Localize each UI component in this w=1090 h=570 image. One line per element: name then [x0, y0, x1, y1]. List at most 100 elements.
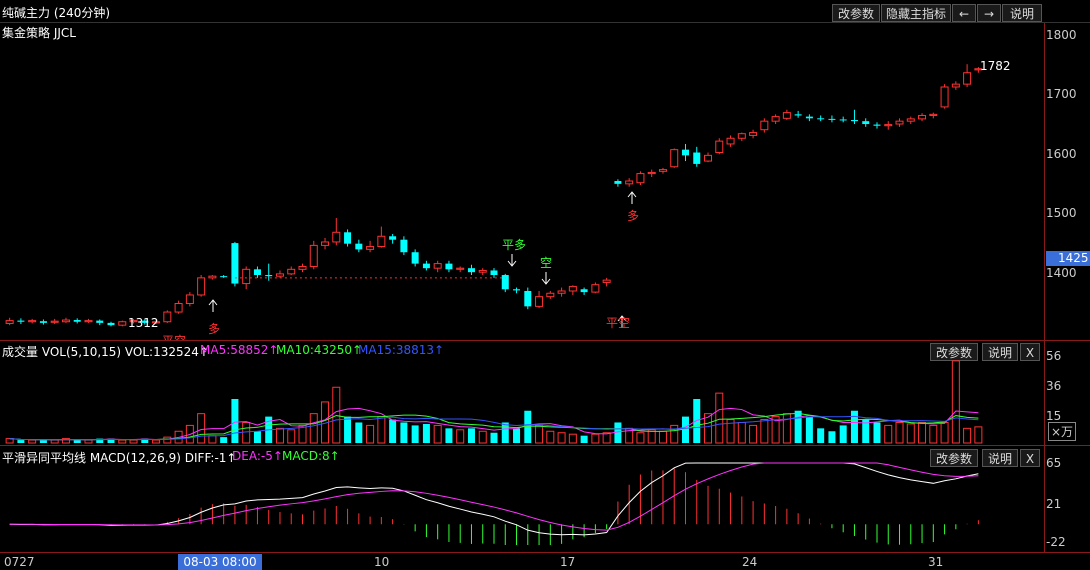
candle-body — [355, 243, 363, 250]
candle-body — [817, 118, 825, 120]
volume-bar — [636, 432, 645, 444]
volume-bar — [782, 413, 791, 444]
volume-bar — [568, 433, 577, 444]
macd-diff-line — [9, 462, 979, 536]
macd-params-button[interactable]: 改参数 — [930, 449, 978, 467]
candle-body — [456, 267, 465, 270]
candle-body — [5, 320, 14, 324]
macd-panel-bottom-border — [0, 552, 1090, 553]
candle-body — [636, 173, 645, 184]
volume-bar — [895, 421, 904, 444]
volume-tick-56: 56 — [1046, 349, 1062, 363]
prev-button[interactable]: ← — [952, 4, 976, 22]
candle-body — [591, 284, 600, 293]
hide-main-indicator-button[interactable]: 隐藏主指标 — [881, 4, 951, 22]
volume-bar — [467, 428, 475, 443]
time-label-24: 24 — [742, 555, 758, 569]
candle-body — [580, 289, 588, 293]
volume-bar — [50, 439, 59, 444]
signal-arrow — [507, 254, 517, 267]
volume-bar — [749, 424, 758, 444]
volume-bar — [309, 413, 318, 444]
volume-bar — [850, 410, 858, 443]
volume-tick-15: 15 — [1046, 409, 1062, 423]
candle-body — [96, 320, 104, 323]
volume-help-button[interactable]: 说明 — [982, 343, 1018, 361]
volume-bar — [107, 438, 115, 443]
volume-bar — [208, 435, 217, 444]
volume-bar — [344, 416, 352, 443]
candle-body — [185, 294, 194, 305]
time-label-0727: 0727 — [4, 555, 35, 569]
price-tick-1500: 1500 — [1046, 206, 1077, 220]
candle-body — [535, 296, 544, 307]
volume-bar — [771, 416, 780, 444]
volume-bar — [513, 428, 521, 443]
candle-body — [197, 277, 206, 296]
volume-bar — [422, 423, 430, 443]
volume-bar — [929, 424, 938, 444]
volume-bar — [298, 424, 307, 444]
candle-body — [163, 311, 172, 323]
candle-body — [681, 149, 689, 156]
volume-bar — [974, 426, 983, 444]
candle-body — [602, 279, 611, 283]
volume-bar — [704, 413, 713, 444]
candle-body — [400, 239, 408, 253]
strategy-label: 集金策略 JJCL — [2, 26, 76, 40]
volume-bar — [591, 433, 600, 444]
next-button[interactable]: → — [977, 4, 1001, 22]
macd-help-button[interactable]: 说明 — [982, 449, 1018, 467]
macd-tick-21: 21 — [1046, 497, 1062, 511]
candle-body — [693, 152, 701, 164]
signal-close-short-label: 平空 — [606, 316, 631, 330]
price-tick-1400: 1400 — [1046, 266, 1077, 280]
macd-tick-neg22: -22 — [1046, 535, 1066, 549]
candle-body — [107, 322, 115, 326]
volume-bar — [951, 360, 960, 444]
help-button[interactable]: 说明 — [1002, 4, 1042, 22]
candle-body — [794, 114, 802, 116]
volume-bar — [141, 438, 149, 443]
volume-ma5: MA5:58852↑ — [200, 343, 279, 357]
candle-body — [129, 320, 138, 323]
volume-close-button[interactable]: X — [1020, 343, 1040, 361]
volume-bar — [231, 399, 239, 443]
signal-arrow — [617, 315, 627, 328]
price-tick-1600: 1600 — [1046, 147, 1077, 161]
candle-body — [771, 116, 780, 122]
volume-bar — [433, 424, 442, 444]
volume-bar — [287, 429, 296, 444]
candle-body — [704, 154, 713, 162]
current-price-marker — [1046, 251, 1090, 266]
candle-body — [940, 86, 949, 108]
candlestick-chart — [5, 64, 983, 328]
candle-body — [929, 113, 938, 116]
volume-bar — [940, 421, 949, 444]
low-price-annotation: 1312 — [128, 316, 159, 330]
high-price-annotation: 1782 — [980, 59, 1011, 73]
volume-bar — [524, 410, 532, 443]
candle-body — [782, 112, 791, 119]
candle-body — [28, 320, 37, 323]
volume-bar — [490, 432, 498, 443]
macd-close-button[interactable]: X — [1020, 449, 1040, 467]
volume-bar — [197, 413, 206, 444]
volume-bar — [647, 429, 656, 444]
candle-body — [490, 270, 498, 276]
volume-bar — [163, 436, 172, 444]
candle-body — [377, 235, 386, 248]
volume-bar — [693, 399, 701, 443]
candle-body — [61, 319, 70, 323]
volume-bar — [366, 424, 375, 444]
volume-bar — [96, 438, 104, 443]
volume-bar — [61, 438, 70, 444]
signal-long-2-label: 多 — [627, 209, 640, 223]
change-params-button[interactable]: 改参数 — [832, 4, 880, 22]
time-label-17: 17 — [560, 555, 576, 569]
candle-body — [73, 320, 81, 322]
volume-params-button[interactable]: 改参数 — [930, 343, 978, 361]
macd-chart — [9, 462, 979, 545]
volume-bar — [817, 428, 825, 443]
candle-body — [478, 269, 487, 273]
